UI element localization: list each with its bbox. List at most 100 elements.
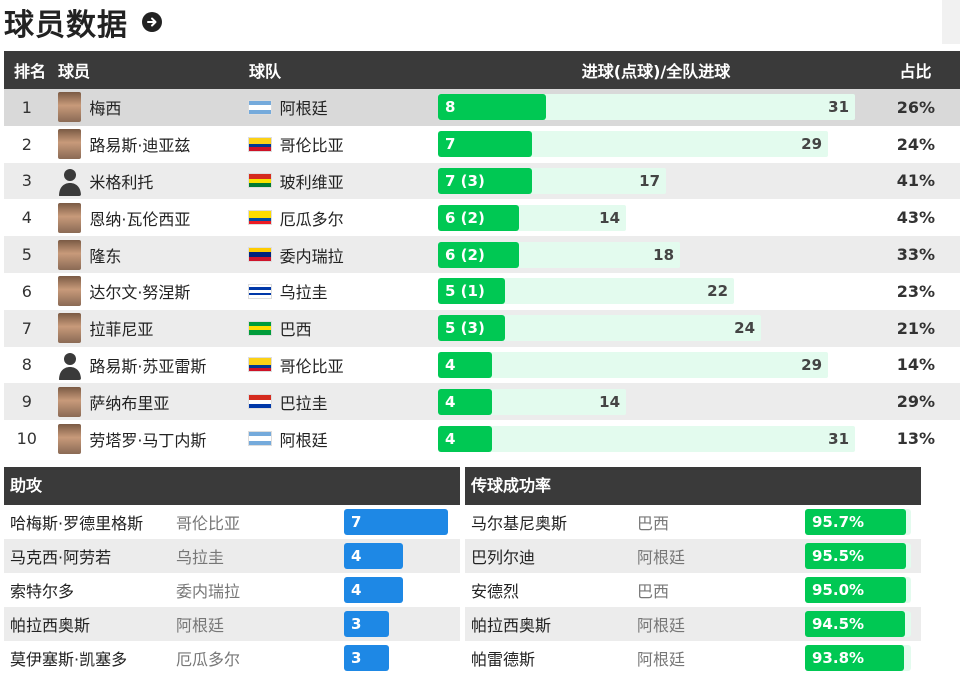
player-name[interactable]: 隆东	[89, 246, 122, 266]
team-name[interactable]: 玻利维亚	[279, 172, 344, 192]
team-flag-icon	[247, 210, 272, 226]
player-name[interactable]: 达尔文·努涅斯	[89, 283, 191, 303]
player-avatar	[58, 350, 82, 380]
page-edge-strip	[942, 0, 960, 44]
player-name[interactable]: 恩纳·瓦伦西亚	[89, 209, 191, 229]
player-goals-bar: 7	[438, 131, 533, 158]
assists-title: 助攻	[4, 467, 460, 505]
list-item[interactable]: 马克西·阿劳若 乌拉圭 4	[4, 539, 460, 573]
table-row[interactable]: 9 萨纳布里亚 巴拉圭 14 4 29%	[4, 383, 960, 421]
player-name[interactable]: 马尔基尼奥斯	[471, 514, 568, 533]
goals-bar: 29 7	[438, 131, 864, 158]
team-goals-bar: 29	[438, 351, 829, 378]
team-name[interactable]: 阿根廷	[279, 430, 328, 450]
goals-bar: 24 5 (3)	[438, 315, 864, 342]
table-row[interactable]: 5 隆东 委内瑞拉 18 6 (2) 33%	[4, 236, 960, 273]
player-name[interactable]: 索特尔多	[10, 582, 75, 601]
player-name[interactable]: 帕拉西奥斯	[471, 616, 552, 635]
team-name[interactable]: 乌拉圭	[279, 283, 328, 303]
player-name[interactable]: 巴列尔迪	[471, 548, 536, 567]
list-item[interactable]: 哈梅斯·罗德里格斯 哥伦比亚 7	[4, 505, 460, 539]
player-name[interactable]: 安德烈	[471, 582, 520, 601]
goal-share: 24%	[896, 134, 936, 154]
table-row[interactable]: 3 米格利托 玻利维亚 17 7 (3) 41%	[4, 162, 960, 200]
team-name[interactable]: 巴西	[279, 320, 312, 340]
goal-share: 23%	[896, 281, 936, 301]
assists-bar: 7	[344, 509, 448, 535]
list-item[interactable]: 帕拉西奥斯 阿根廷 3	[4, 607, 460, 641]
arrow-right-icon[interactable]	[142, 12, 162, 32]
column-header-rank: 排名	[13, 62, 46, 81]
team-goals-value: 29	[801, 355, 823, 374]
top-scorers-header: 排名 球员 球队 进球(点球)/全队进球 占比	[4, 51, 960, 89]
player-avatar	[57, 276, 82, 307]
team-flag-icon	[247, 99, 272, 115]
pass-bar-track: 95.5%	[805, 543, 911, 569]
list-item[interactable]: 索特尔多 委内瑞拉 4	[4, 573, 460, 607]
goal-share: 21%	[896, 318, 936, 338]
list-item[interactable]: 马尔基尼奥斯 巴西 95.7%	[465, 505, 921, 539]
table-row[interactable]: 7 拉菲尼亚 巴西 24 5 (3) 21%	[4, 309, 960, 347]
goal-share: 26%	[896, 97, 936, 117]
assists-bar-track: 3	[344, 611, 389, 637]
player-name[interactable]: 萨纳布里亚	[89, 393, 170, 413]
page-title: 球员数据	[4, 8, 128, 43]
table-row[interactable]: 2 路易斯·迪亚兹 哥伦比亚 29 7 24%	[4, 125, 960, 163]
team-name[interactable]: 厄瓜多尔	[279, 209, 344, 229]
team-name: 阿根廷	[637, 616, 686, 635]
team-name[interactable]: 哥伦比亚	[279, 136, 344, 156]
player-name[interactable]: 拉菲尼亚	[89, 320, 154, 340]
team-goals-bar: 31	[438, 425, 856, 452]
player-name[interactable]: 路易斯·迪亚兹	[89, 136, 191, 156]
team-name[interactable]: 巴拉圭	[279, 393, 328, 413]
list-item[interactable]: 帕拉西奥斯 阿根廷 94.5%	[465, 607, 921, 641]
goals-bar: 14 4	[438, 388, 864, 415]
goal-share: 13%	[896, 429, 936, 449]
list-item[interactable]: 莫伊塞斯·凯塞多 厄瓜多尔 3	[4, 641, 460, 675]
table-row[interactable]: 8 路易斯·苏亚雷斯 哥伦比亚 29 4 14%	[4, 346, 960, 384]
table-row[interactable]: 6 达尔文·努涅斯 乌拉圭 22 5 (1) 23%	[4, 272, 960, 310]
player-goals-bar: 5 (3)	[438, 315, 506, 342]
list-item[interactable]: 帕雷德斯 阿根廷 93.8%	[465, 641, 921, 675]
team-name[interactable]: 委内瑞拉	[279, 246, 344, 266]
list-item[interactable]: 安德烈 巴西 95.0%	[465, 573, 921, 607]
player-goals-bar: 5 (1)	[438, 278, 506, 305]
player-goals-bar: 7 (3)	[438, 167, 533, 194]
team-name[interactable]: 哥伦比亚	[279, 356, 344, 376]
player-name[interactable]: 莫伊塞斯·凯塞多	[10, 650, 128, 669]
assists-bar: 4	[344, 543, 403, 569]
pass-bar-track: 93.8%	[805, 645, 911, 671]
player-goals-bar: 6 (2)	[438, 241, 520, 268]
goals-bar: 14 6 (2)	[438, 204, 864, 231]
player-name[interactable]: 路易斯·苏亚雷斯	[89, 356, 207, 376]
player-goals-bar: 4	[438, 425, 493, 452]
player-name[interactable]: 梅西	[89, 99, 122, 119]
player-name[interactable]: 劳塔罗·马丁内斯	[89, 430, 207, 450]
player-avatar	[57, 239, 82, 270]
player-name[interactable]: 帕雷德斯	[471, 650, 536, 669]
table-row[interactable]: 10 劳塔罗·马丁内斯 阿根廷 31 4 13%	[4, 420, 960, 457]
player-name[interactable]: 马克西·阿劳若	[10, 548, 112, 567]
team-goals-value: 22	[707, 282, 729, 301]
player-name[interactable]: 哈梅斯·罗德里格斯	[10, 514, 144, 533]
player-name[interactable]: 帕拉西奥斯	[10, 616, 91, 635]
player-avatar	[57, 386, 82, 417]
team-flag-icon	[247, 136, 272, 152]
team-goals-value: 14	[599, 392, 621, 411]
table-row[interactable]: 1 梅西 阿根廷 31 8 26%	[4, 89, 960, 126]
column-header-percentage: 占比	[899, 62, 932, 81]
goals-bar: 18 6 (2)	[438, 241, 864, 268]
goal-share: 29%	[896, 392, 936, 412]
player-goals-bar: 4	[438, 351, 493, 378]
team-name: 委内瑞拉	[176, 582, 241, 601]
team-name: 哥伦比亚	[176, 514, 241, 533]
goal-share: 41%	[896, 171, 936, 191]
assists-list: 哈梅斯·罗德里格斯 哥伦比亚 7 马克西·阿劳若 乌拉圭 4 索特尔多 委内瑞拉 4 帕拉西奥斯 阿…	[4, 505, 460, 675]
passing-title: 传球成功率	[465, 467, 921, 505]
player-name[interactable]: 米格利托	[89, 172, 154, 192]
page-header: 球员数据	[4, 0, 162, 44]
team-name[interactable]: 阿根廷	[279, 99, 328, 119]
pass-accuracy-bar: 95.0%	[805, 577, 906, 603]
table-row[interactable]: 4 恩纳·瓦伦西亚 厄瓜多尔 14 6 (2) 43%	[4, 199, 960, 237]
list-item[interactable]: 巴列尔迪 阿根廷 95.5%	[465, 539, 921, 573]
